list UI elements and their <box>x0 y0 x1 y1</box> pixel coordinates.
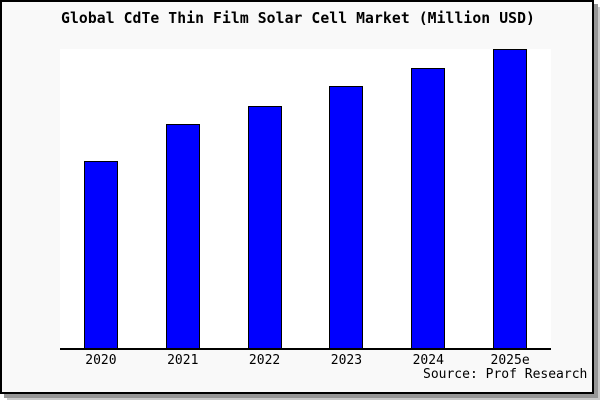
x-tick-label-2024: 2024 <box>412 353 444 368</box>
x-tick-label-2022: 2022 <box>248 353 281 368</box>
x-tick-label-2020: 2020 <box>85 353 117 368</box>
x-tick-label-2023: 2023 <box>330 353 363 368</box>
bar-2020 <box>83 161 118 348</box>
chart-figure: Global CdTe Thin Film Solar Cell Market … <box>0 0 594 394</box>
source-note: Source: Prof Research <box>423 367 588 382</box>
chart-title: Global CdTe Thin Film Solar Cell Market … <box>61 10 535 27</box>
plot-area <box>60 49 551 350</box>
x-axis-labels: 2020 2021 2022 2023 2024 2025e <box>60 353 551 369</box>
x-tick-label-2021: 2021 <box>167 353 199 368</box>
bar-2023 <box>329 86 364 348</box>
bar-2021 <box>165 124 200 348</box>
bar-2022 <box>247 106 282 348</box>
bar-2024 <box>411 68 446 348</box>
bar-2025e <box>493 49 528 348</box>
x-tick-label-2025e: 2025e <box>490 353 530 368</box>
